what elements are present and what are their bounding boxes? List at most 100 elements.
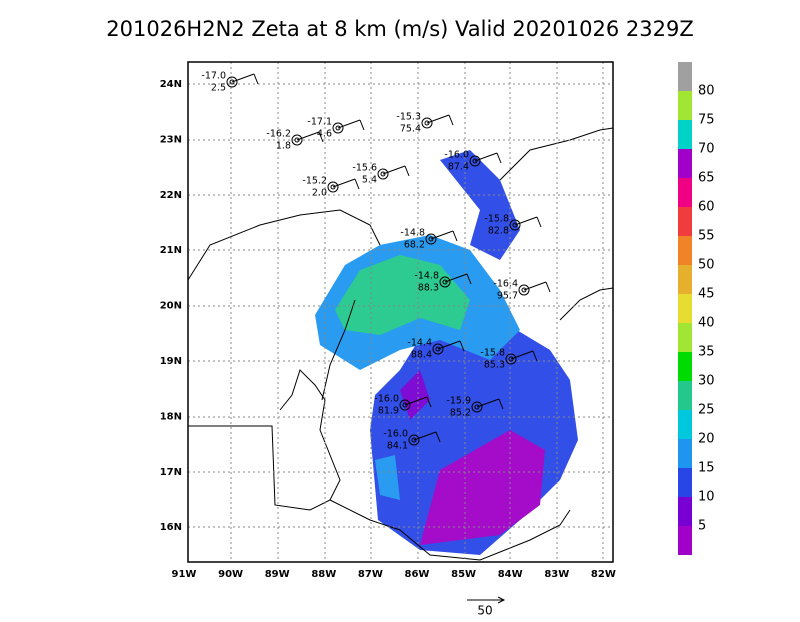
colorbar-segment xyxy=(678,323,692,352)
station-marker-inner xyxy=(424,120,430,126)
colorbar-segment xyxy=(678,265,692,294)
lat-label: 23N xyxy=(160,134,182,145)
wind-barb-flag xyxy=(448,114,454,126)
station-marker-inner xyxy=(428,236,434,242)
lon-label: 82W xyxy=(591,569,616,580)
station-temp: -16.0 xyxy=(383,429,408,440)
station-marker-inner xyxy=(508,356,514,362)
station-marker xyxy=(399,399,411,411)
station-temp: -14.4 xyxy=(407,338,432,349)
station-marker xyxy=(425,233,437,245)
wind-barb-flag xyxy=(536,216,542,228)
wind-barb-flag xyxy=(466,273,472,285)
station-value: 1.8 xyxy=(276,141,291,152)
colorbar-label: 5 xyxy=(698,519,706,534)
lat-label: 20N xyxy=(160,301,182,312)
wind-barb xyxy=(382,165,406,175)
colorbar-segment xyxy=(678,91,692,120)
wind-barb-flag xyxy=(426,396,432,408)
lat-label: 16N xyxy=(160,522,182,533)
station-temp: -15.2 xyxy=(302,176,327,187)
colorbar-segment xyxy=(678,120,692,149)
station-marker-inner xyxy=(442,279,448,285)
wind-barb xyxy=(430,230,454,240)
map-frame xyxy=(187,61,614,563)
colorbar-label: 65 xyxy=(698,171,715,186)
station-temp: -14.8 xyxy=(414,271,439,282)
colorbar-label: 40 xyxy=(698,316,715,331)
colorbar-label: 45 xyxy=(698,287,715,302)
station-value: 75.4 xyxy=(400,124,421,135)
lat-label: 24N xyxy=(160,79,182,90)
wind-barb xyxy=(510,350,534,360)
station-marker xyxy=(471,401,483,413)
colorbar-segment xyxy=(678,410,692,439)
colorbar-label: 75 xyxy=(698,113,715,128)
wind-barb xyxy=(437,340,461,350)
colorbar-label: 15 xyxy=(698,461,715,476)
labels: 24N 23N 22N 21N 20N 19N 18N 17N 16N 91W 90W 89W 88W 8… xyxy=(160,62,715,580)
colorbar-segment xyxy=(678,468,692,497)
colorbar-label: 20 xyxy=(698,432,715,447)
colorbar-label: 10 xyxy=(698,490,715,505)
station-marker xyxy=(439,276,451,288)
station-marker xyxy=(421,117,433,129)
colorbar-segment xyxy=(678,526,692,555)
wind-barb-flag xyxy=(404,165,410,177)
station-value: 95.7 xyxy=(497,291,518,302)
station-value: 88.3 xyxy=(418,283,439,294)
station-value: 5.4 xyxy=(362,175,377,186)
lat-label: 17N xyxy=(160,467,182,478)
lat-label: 22N xyxy=(160,190,182,201)
station-marker-inner xyxy=(474,404,480,410)
colorbar-label: 30 xyxy=(698,374,715,389)
station-temp: -17.1 xyxy=(307,117,332,128)
wind-barb-flag xyxy=(354,178,360,190)
vector-scale: 50 xyxy=(477,604,492,618)
station-temp: -14.8 xyxy=(400,228,425,239)
wind-barb-flag xyxy=(452,230,458,242)
station-marker xyxy=(332,122,344,134)
wind-barb-flag xyxy=(532,350,538,362)
station-marker-inner xyxy=(294,137,300,143)
station-value: 4.6 xyxy=(317,129,332,140)
shading xyxy=(315,150,578,555)
wind-barb xyxy=(413,431,437,441)
wind-barb xyxy=(474,152,498,162)
station-marker xyxy=(408,434,420,446)
colorbar-segment xyxy=(678,439,692,468)
lon-label: 86W xyxy=(405,569,430,580)
station-value: 2.0 xyxy=(312,188,327,199)
colorbar-label: 80 xyxy=(698,84,715,99)
station-marker xyxy=(518,284,530,296)
station-value: 2.5 xyxy=(211,83,226,94)
station-value: 88.4 xyxy=(411,350,432,361)
wind-barb xyxy=(444,273,468,283)
station-marker-inner xyxy=(380,171,386,177)
station-marker xyxy=(291,134,303,146)
station-marker-inner xyxy=(411,437,417,443)
station-marker xyxy=(469,155,481,167)
colorbar-segment xyxy=(678,294,692,323)
scale-arrowhead xyxy=(497,596,506,604)
colorbar-segment xyxy=(678,178,692,207)
station-temp: -15.8 xyxy=(480,348,505,359)
station-marker-inner xyxy=(521,287,527,293)
station-marker-inner xyxy=(472,158,478,164)
station-marker-inner xyxy=(330,184,336,190)
station-value: 84.1 xyxy=(387,441,408,452)
wind-barb xyxy=(404,396,428,406)
wind-barb xyxy=(523,281,547,291)
station-temp: -17.0 xyxy=(201,71,226,82)
grid xyxy=(188,62,613,562)
station-marker-inner xyxy=(435,346,441,352)
station-temp: -15.8 xyxy=(484,214,509,225)
colorbar-segment xyxy=(678,497,692,526)
station-temp: -16.2 xyxy=(266,129,291,140)
station-temp: -16.0 xyxy=(444,150,469,161)
lon-label: 91W xyxy=(172,569,197,580)
colorbar-label: 50 xyxy=(698,258,715,273)
lon-label: 87W xyxy=(358,569,383,580)
lat-label: 19N xyxy=(160,356,182,367)
station-value: 68.2 xyxy=(404,240,425,251)
